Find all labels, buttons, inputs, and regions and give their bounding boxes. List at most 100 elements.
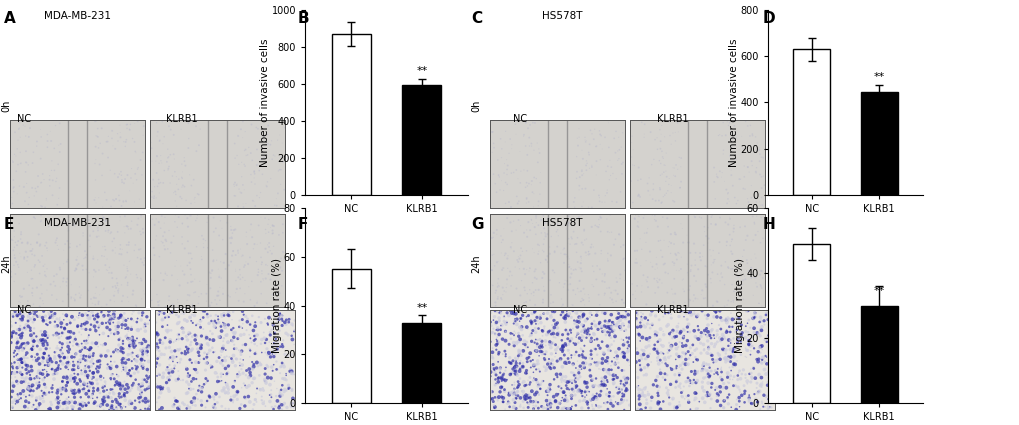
Point bbox=[553, 394, 570, 401]
Point bbox=[679, 239, 695, 246]
Point bbox=[735, 296, 751, 303]
Point bbox=[732, 334, 748, 341]
Point bbox=[255, 275, 271, 282]
Point bbox=[501, 219, 518, 226]
Point bbox=[673, 266, 689, 272]
Point bbox=[152, 340, 168, 346]
Point bbox=[112, 122, 128, 128]
Point bbox=[595, 400, 611, 406]
Point bbox=[66, 394, 83, 401]
Point bbox=[78, 251, 95, 258]
Point bbox=[548, 371, 565, 378]
Point bbox=[127, 241, 144, 248]
Point bbox=[763, 395, 780, 402]
Point bbox=[516, 299, 532, 306]
Point bbox=[239, 261, 256, 267]
Point bbox=[98, 217, 114, 224]
Point bbox=[554, 284, 571, 291]
Point bbox=[729, 197, 745, 204]
Point bbox=[642, 259, 658, 266]
Point bbox=[90, 227, 106, 234]
Point bbox=[162, 180, 178, 187]
Point bbox=[651, 399, 667, 405]
Point bbox=[6, 233, 22, 240]
Point bbox=[730, 369, 746, 376]
Point bbox=[207, 297, 223, 303]
Point bbox=[177, 364, 194, 371]
Point bbox=[101, 318, 117, 325]
Point bbox=[757, 309, 773, 316]
Point bbox=[101, 264, 117, 271]
Point bbox=[486, 405, 502, 411]
Point bbox=[79, 213, 96, 220]
Point bbox=[659, 243, 676, 250]
Point bbox=[254, 259, 270, 266]
Point bbox=[570, 214, 586, 221]
Point bbox=[529, 357, 545, 364]
Point bbox=[160, 165, 176, 172]
Point bbox=[22, 327, 39, 334]
Point bbox=[580, 291, 596, 298]
Point bbox=[522, 332, 538, 339]
Point bbox=[85, 253, 101, 260]
Point bbox=[612, 326, 629, 333]
Point bbox=[721, 346, 738, 353]
Point bbox=[539, 387, 555, 394]
Point bbox=[140, 352, 156, 359]
Point bbox=[173, 161, 190, 167]
Point bbox=[493, 145, 510, 152]
Point bbox=[258, 336, 274, 343]
Point bbox=[64, 374, 81, 381]
Point bbox=[638, 344, 654, 351]
Point bbox=[674, 225, 690, 232]
Point bbox=[655, 355, 672, 362]
Point bbox=[496, 386, 513, 393]
Point bbox=[249, 298, 265, 305]
Point bbox=[668, 119, 685, 126]
Point bbox=[12, 149, 29, 156]
Point bbox=[694, 385, 710, 392]
Point bbox=[282, 402, 299, 408]
Point bbox=[50, 161, 66, 167]
Point bbox=[575, 241, 591, 248]
Point bbox=[109, 346, 125, 353]
Point bbox=[257, 371, 273, 377]
Point bbox=[168, 257, 184, 264]
Point bbox=[652, 342, 668, 348]
Point bbox=[735, 185, 751, 192]
Point bbox=[11, 363, 28, 370]
Point bbox=[587, 403, 603, 410]
Point bbox=[135, 365, 151, 372]
Point bbox=[160, 153, 176, 160]
Point bbox=[740, 332, 756, 338]
Point bbox=[582, 325, 598, 332]
Point bbox=[550, 400, 567, 406]
Point bbox=[19, 269, 36, 276]
Point bbox=[156, 220, 172, 227]
Point bbox=[542, 292, 558, 298]
Point bbox=[558, 253, 575, 260]
Point bbox=[660, 340, 677, 346]
Point bbox=[642, 405, 658, 411]
Point bbox=[596, 323, 612, 329]
Point bbox=[615, 382, 632, 389]
Point bbox=[590, 216, 606, 223]
Point bbox=[736, 273, 752, 280]
Point bbox=[75, 320, 92, 327]
Point bbox=[525, 190, 541, 197]
Point bbox=[169, 346, 185, 353]
Point bbox=[118, 274, 135, 280]
Point bbox=[528, 212, 544, 219]
Point bbox=[711, 402, 728, 409]
Point bbox=[686, 212, 702, 219]
Point bbox=[578, 399, 594, 405]
Point bbox=[560, 255, 577, 262]
Point bbox=[521, 268, 537, 275]
Point bbox=[740, 169, 756, 176]
Point bbox=[559, 405, 576, 412]
Point bbox=[160, 377, 176, 384]
Point bbox=[262, 142, 278, 148]
Point bbox=[66, 400, 83, 407]
Point bbox=[628, 345, 644, 352]
Point bbox=[744, 343, 760, 349]
